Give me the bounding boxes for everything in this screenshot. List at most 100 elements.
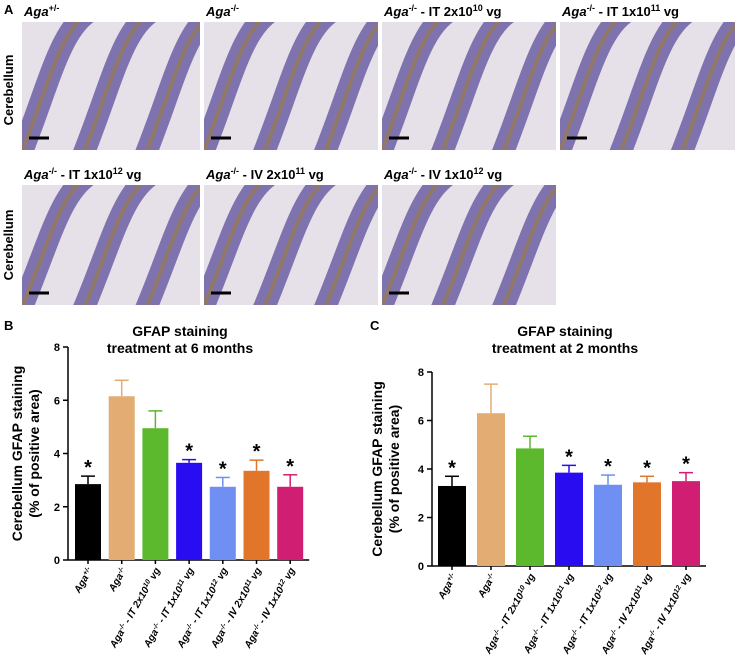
y-tick-label: 0	[54, 555, 60, 567]
folds	[204, 185, 378, 305]
chart-title: treatment at 2 months	[492, 340, 638, 356]
chart-title: GFAP staining	[517, 323, 612, 339]
chart-title: GFAP staining	[132, 323, 227, 339]
bar	[555, 472, 583, 566]
label-part: Aga	[108, 628, 128, 651]
fold-core	[441, 185, 501, 305]
image-label: Aga-/-	[205, 3, 239, 19]
fold-core	[560, 22, 618, 150]
label-part: 11	[556, 584, 566, 594]
y-tick-label: 4	[54, 449, 61, 461]
fold-core	[323, 185, 378, 305]
fold-core	[323, 22, 378, 150]
label-part: -/-	[570, 628, 580, 638]
row-label: Cerebellum	[1, 210, 16, 281]
x-tick-label: Aga+/-	[435, 571, 459, 602]
bar	[672, 481, 700, 566]
fold-core	[680, 22, 735, 150]
label-part: - IV 1x10	[255, 585, 286, 628]
label-part: -/-	[231, 3, 240, 13]
label-part: 11	[634, 584, 644, 594]
label-part: Aga	[72, 573, 92, 596]
label-part: Aga	[383, 4, 409, 19]
fold-core	[619, 22, 680, 150]
fold-core	[382, 185, 440, 305]
chart-title: treatment at 6 months	[107, 340, 253, 356]
y-tick-label: 4	[418, 464, 425, 476]
y-tick-label: 0	[418, 561, 424, 573]
label-part: Aga	[476, 577, 496, 600]
significance-mark: *	[185, 441, 193, 463]
bar	[477, 413, 505, 566]
label-part: -/-	[609, 628, 619, 638]
label-part: 10	[473, 3, 483, 13]
label-part: - IV 2x10	[613, 590, 644, 633]
folds	[22, 185, 200, 305]
fold-core	[440, 22, 501, 150]
label-part: - IT 2x10	[417, 4, 473, 19]
significance-mark: *	[253, 441, 261, 463]
fold-core	[145, 185, 200, 305]
label-part: Aga	[23, 4, 49, 19]
label-part: -/-	[117, 622, 127, 632]
label-part: Aga	[142, 627, 162, 650]
micrograph	[22, 22, 200, 150]
label-part: Aga	[242, 628, 262, 651]
bar	[633, 482, 661, 566]
label-part: -/-	[587, 3, 596, 13]
micrograph	[204, 22, 378, 150]
fold-core	[145, 22, 200, 150]
folds	[560, 22, 735, 150]
label-part: 12	[595, 584, 605, 594]
label-part: -/-	[492, 628, 502, 638]
folds	[382, 185, 556, 305]
fold-core	[501, 185, 556, 305]
panel-letter: B	[4, 318, 13, 333]
y-tick-label: 2	[54, 502, 60, 514]
bar	[209, 486, 236, 560]
image-label: Aga+/-	[23, 3, 59, 19]
label-part: - IT 1x10	[155, 584, 186, 627]
label-part: 11	[651, 3, 661, 13]
significance-mark: *	[84, 457, 92, 479]
x-tick-label: Aga-/-	[106, 565, 130, 594]
y-tick-label: 6	[54, 395, 60, 407]
folds	[22, 22, 200, 150]
label-part: +/-	[81, 565, 92, 576]
label-part: - IV 1x10	[651, 591, 682, 634]
y-tick-label: 2	[418, 513, 424, 525]
label-part: -/-	[531, 627, 541, 637]
label-part: - IT 2x10	[496, 591, 527, 634]
label-part: -/-	[49, 166, 58, 176]
label-part: vg	[305, 167, 324, 182]
label-part: 12	[113, 166, 123, 176]
label-part: - IV 2x10	[222, 584, 253, 627]
bar	[176, 462, 203, 560]
label-part: 11	[176, 578, 186, 588]
label-part: -/-	[185, 622, 195, 632]
label-part: -/-	[648, 628, 658, 638]
label-part: -/-	[116, 565, 126, 575]
significance-mark: *	[682, 454, 690, 476]
label-part: vg	[483, 167, 502, 182]
fold-core	[204, 22, 262, 150]
image-label: Aga-/- - IV 1x1012 vg	[383, 166, 502, 182]
fold-core	[263, 185, 323, 305]
panel-letter: A	[4, 2, 14, 17]
folds	[204, 22, 378, 150]
significance-mark: *	[448, 457, 456, 479]
folds	[382, 22, 556, 150]
label-part: -/-	[231, 166, 240, 176]
significance-mark: *	[286, 456, 294, 478]
label-part: - IT 1x10	[57, 167, 113, 182]
label-part: vg	[660, 4, 679, 19]
significance-mark: *	[643, 457, 651, 479]
label-part: Aga	[638, 634, 658, 657]
label-part: - IV 1x10	[417, 167, 473, 182]
significance-mark: *	[565, 446, 573, 468]
micrograph	[382, 22, 556, 150]
panel-letter: C	[370, 318, 380, 333]
label-part: 10	[517, 584, 527, 594]
bar	[594, 484, 622, 566]
